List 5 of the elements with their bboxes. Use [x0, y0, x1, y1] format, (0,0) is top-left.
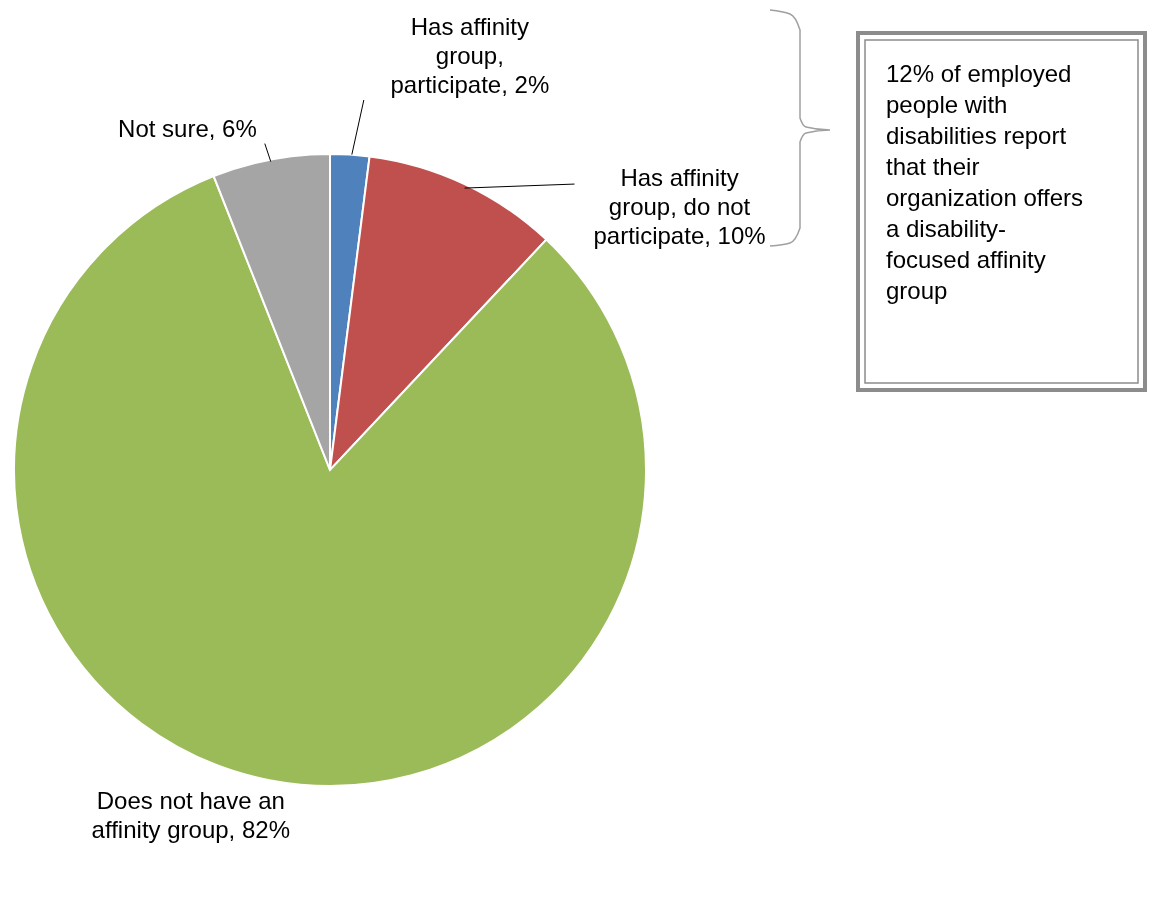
slice-label: Has affinity group, do not participate, 10%: [593, 164, 766, 250]
text: 12% of employed people with disabilities report that their organization offers a disability-focused affinity group: [886, 60, 1084, 304]
slice-label: Does not have an affinity group, 82%: [91, 787, 290, 844]
slice-label: Not sure, 6%: [118, 114, 257, 142]
slice-label: Has affinity group, participate, 2%: [390, 13, 550, 98]
